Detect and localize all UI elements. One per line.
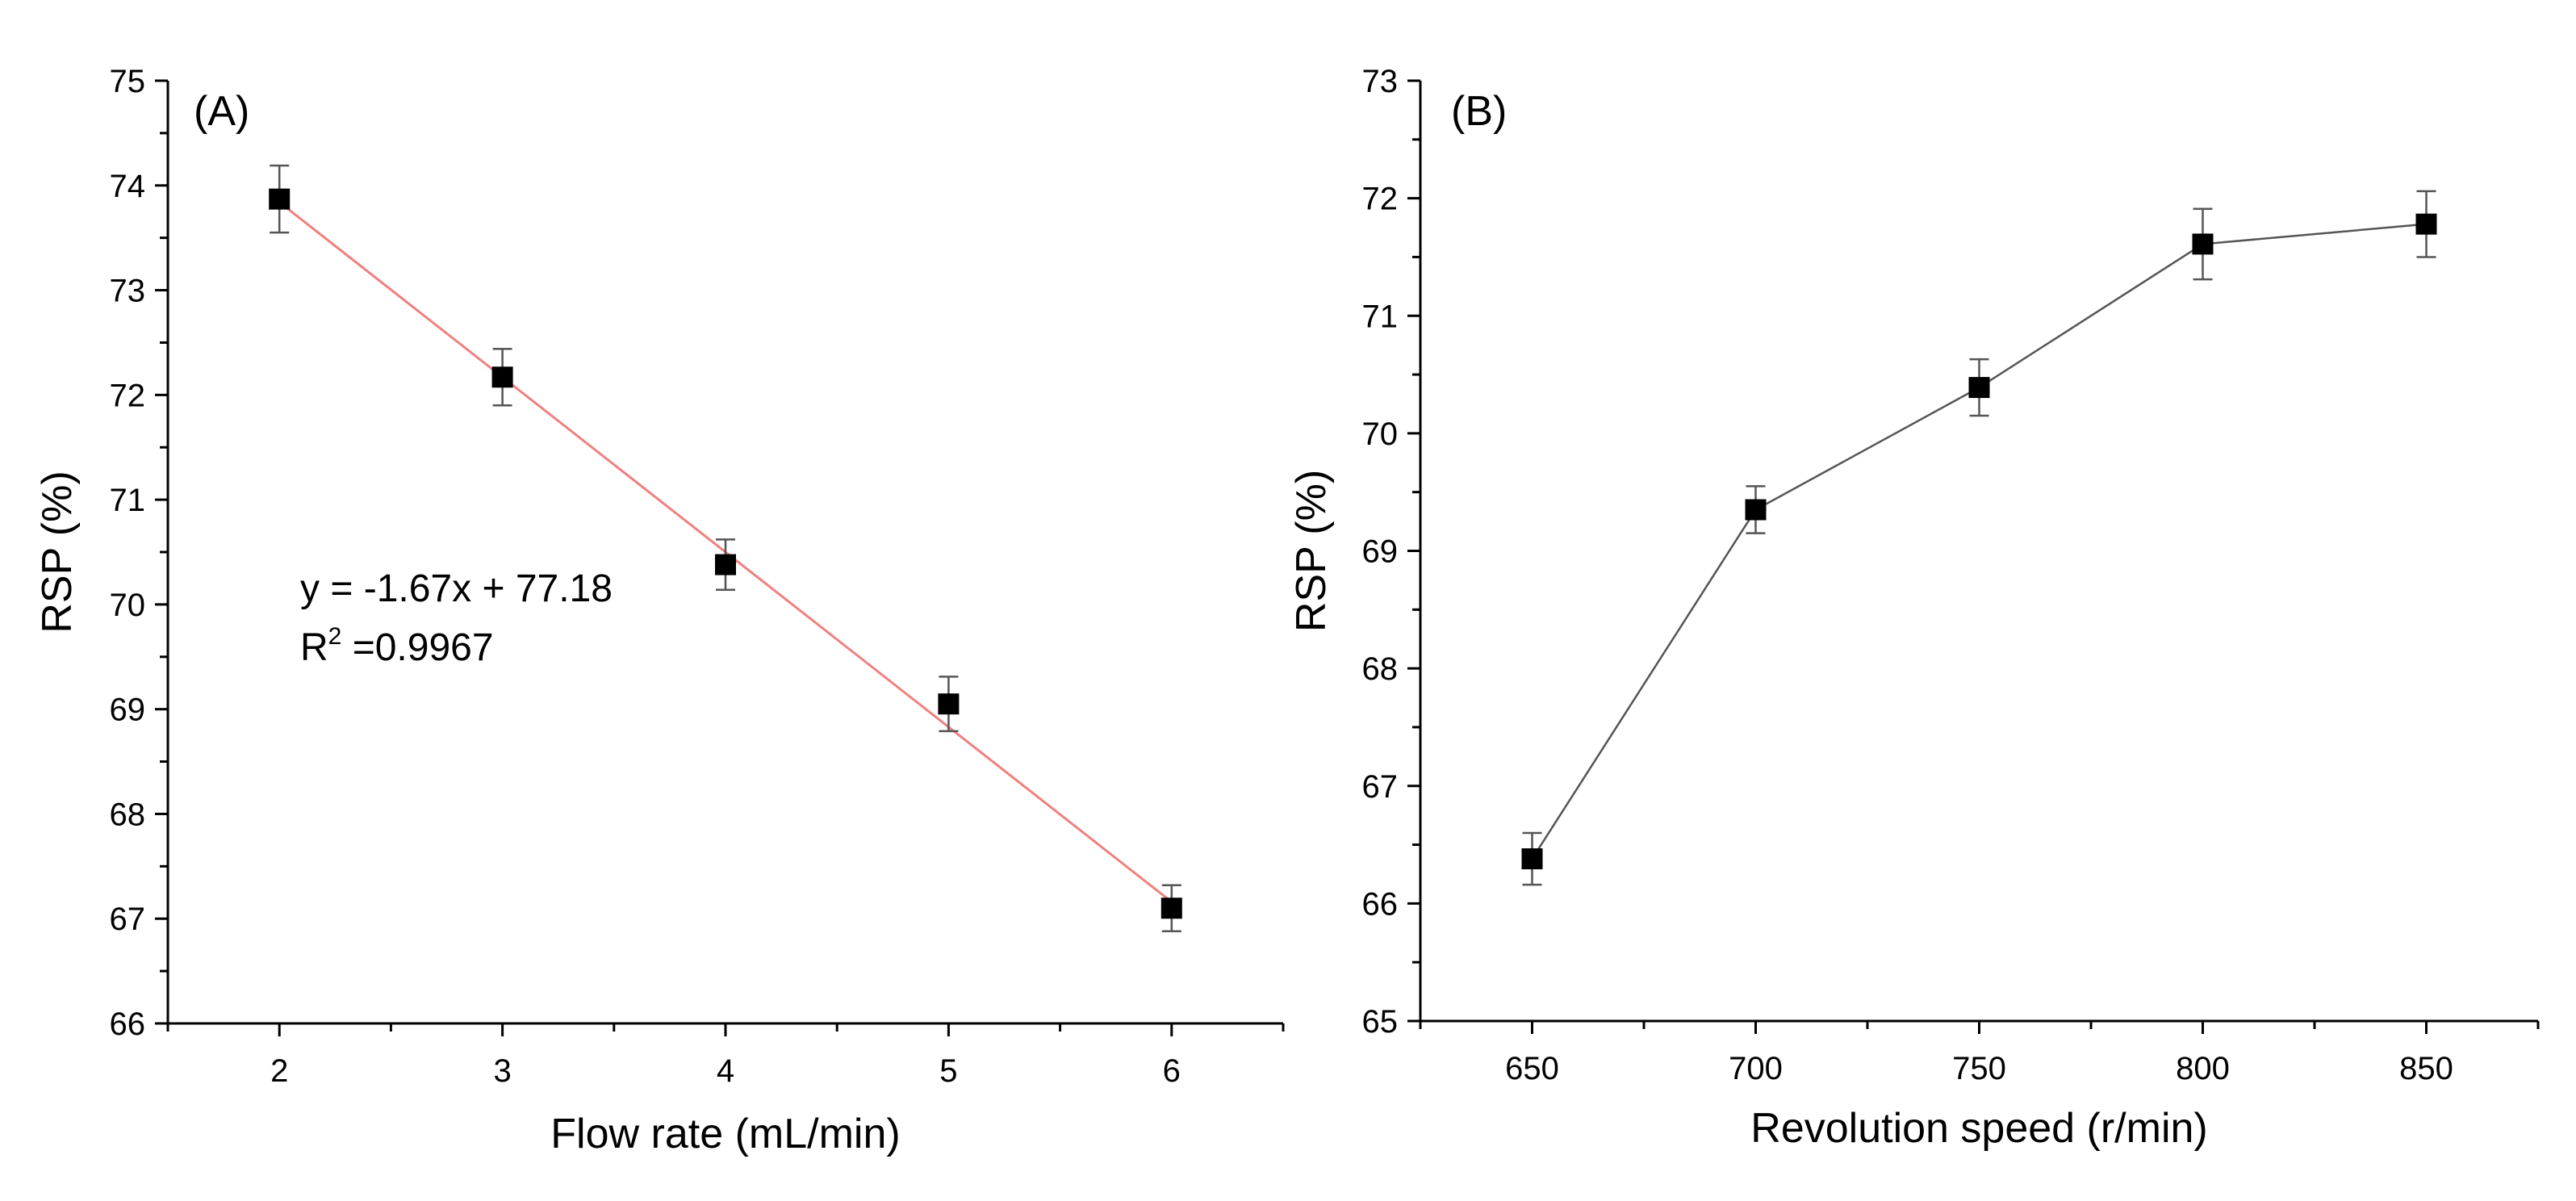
x-tick-label: 650 [1505,1051,1559,1086]
x-tick-label: 700 [1729,1051,1783,1086]
y-tick-label: 71 [1362,299,1399,334]
x-tick-label: 750 [1952,1051,2006,1086]
data-point [269,188,291,210]
y-tick-label: 70 [110,588,146,623]
y-axis-title: RSP (%) [34,471,81,633]
y-tick-label: 71 [110,483,146,518]
r-squared-sup: 2 [328,623,342,650]
data-point [491,366,513,388]
y-tick-label: 66 [110,1006,146,1042]
x-tick-label: 4 [717,1053,734,1089]
x-tick-label: 3 [493,1053,511,1089]
y-tick-label: 72 [1362,182,1399,217]
panel-b: 650 700 750 800 850 65 66 67 68 69 70 71 72 73 Revolut… [1288,64,2540,1152]
y-tick-label: 69 [110,693,146,728]
data-point [2192,233,2214,255]
panel-label: (B) [1451,88,1507,135]
x-tick-label: 850 [2399,1051,2453,1086]
x-tick-label: 2 [270,1053,288,1089]
y-tick-label: 66 [1362,886,1399,922]
series-line [1531,223,2427,860]
fit-equation: y = -1.67x + 77.18 [300,567,613,610]
y-tick-label: 73 [110,274,146,309]
r-squared: R2 =0.9967 [300,623,494,669]
y-tick-label: 73 [1362,64,1399,99]
data-point [715,554,736,575]
x-tick-label: 5 [939,1053,957,1089]
y-tick-label: 67 [110,902,146,937]
y-tick-label: 72 [110,378,146,413]
y-tick-label: 65 [1362,1004,1399,1040]
y-tick-label: 68 [1362,651,1399,687]
y-tick-label: 75 [110,64,146,99]
r-squared-value: =0.9967 [341,626,493,669]
data-point [1160,898,1182,919]
panel-label: (A) [194,88,249,135]
data-point [1521,848,1543,870]
data-point [1968,377,1990,399]
y-tick-label: 69 [1362,534,1399,570]
data-point [938,693,960,715]
y-tick-label: 74 [110,169,146,204]
y-tick-label: 67 [1362,769,1399,805]
x-tick-label: 800 [2176,1051,2230,1086]
x-tick-label: 6 [1163,1053,1181,1089]
r-squared-prefix: R [300,626,328,669]
y-tick-label: 68 [110,797,146,832]
x-axis-title: Flow rate (mL/min) [550,1111,900,1157]
x-axis-title: Revolution speed (r/min) [1750,1105,2207,1152]
y-axis-title: RSP (%) [1288,470,1335,632]
data-point [2415,213,2437,235]
y-tick-label: 70 [1362,416,1399,452]
data-point [1745,499,1767,521]
